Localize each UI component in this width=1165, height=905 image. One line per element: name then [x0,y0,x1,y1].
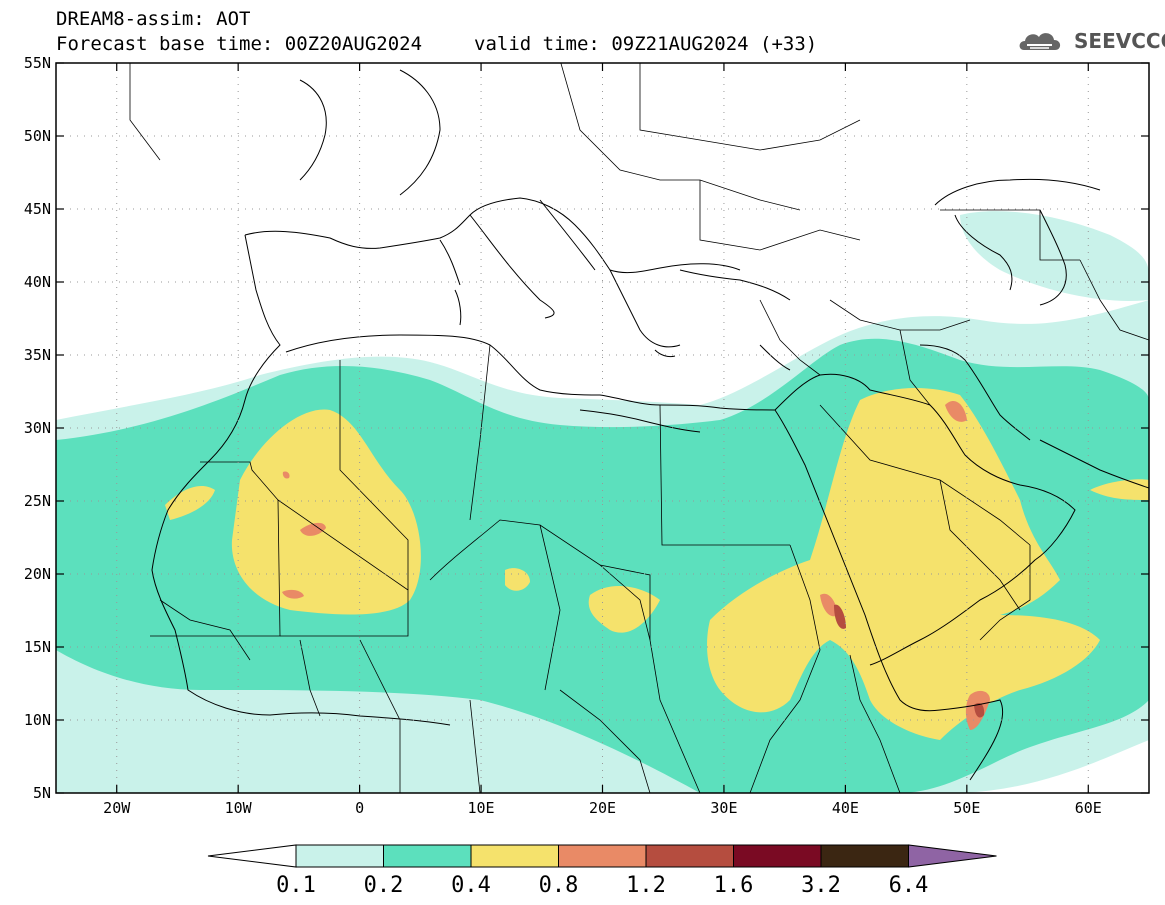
lat-tick-label: 30N [24,419,51,437]
colorbar-label: 1.6 [714,873,754,898]
lon-tick-label: 20W [103,799,131,817]
cloud-logo-icon [1019,33,1061,50]
colorbar-bin [820,844,909,868]
colorbar-over-arrow [908,844,997,868]
colorbar-label: 0.2 [364,873,404,898]
lon-tick-label: 40E [832,799,859,817]
map-title: DREAM8-assim: AOT [56,8,251,30]
lat-tick-label: 40N [24,273,51,291]
colorbar-label: 0.4 [451,873,491,898]
colorbar-bin [383,844,472,868]
lon-tick-label: 0 [355,799,364,817]
colorbar-label: 0.1 [276,873,316,898]
lat-tick-label: 55N [24,54,51,72]
logo-text: SEEVCCC [1074,29,1165,53]
lat-tick-label: 15N [24,638,51,656]
axis-ticks: 55N 50N 45N 40N 35N 30N 25N 20N 15N 10N 5N 20W 10W 0 1… [24,54,1149,817]
lat-tick-label: 5N [33,784,51,802]
lon-tick-label: 30E [710,799,737,817]
lat-tick-label: 10N [24,711,51,729]
colorbar-bin [733,844,822,868]
lon-tick-label: 10E [468,799,495,817]
colorbar-bin [558,844,647,868]
lat-tick-label: 50N [24,127,51,145]
country-borders [129,63,1149,793]
colorbar-bin [470,844,559,868]
colorbar-label: 3.2 [801,873,841,898]
lon-tick-label: 10W [225,799,253,817]
colorbar-under-arrow [207,844,297,868]
lat-tick-label: 25N [24,492,51,510]
base-time: Forecast base time: 00Z20AUG2024 [56,33,423,55]
colorbar-bin [295,844,384,868]
lat-tick-label: 45N [24,200,51,218]
lat-tick-label: 20N [24,565,51,583]
lon-tick-label: 50E [953,799,980,817]
colorbar-bin [645,844,734,868]
colorbar-label: 6.4 [889,873,929,898]
lon-tick-label: 60E [1075,799,1102,817]
lon-tick-label: 20E [589,799,616,817]
aot-contour-1.2 [834,604,985,718]
lat-tick-label: 35N [24,346,51,364]
colorbar-label: 0.8 [539,873,579,898]
colorbar-label: 1.2 [626,873,666,898]
coastlines [151,69,1149,781]
graticule [56,63,1149,793]
forecast-time-line: Forecast base time: 00Z20AUG2024 valid ti… [56,33,817,55]
valid-time: valid time: 09Z21AUG2024 (+33) [474,33,818,55]
